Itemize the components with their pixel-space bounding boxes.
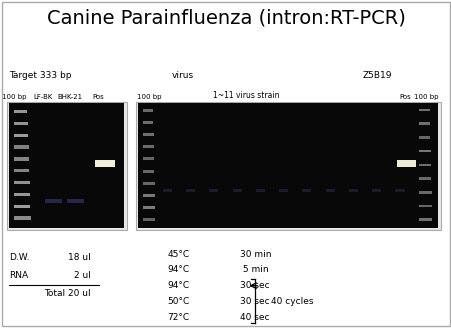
Bar [209, 189, 218, 192]
Bar [9, 103, 124, 228]
Bar [14, 110, 28, 113]
Text: D.W.: D.W. [9, 253, 29, 262]
Bar [419, 150, 430, 153]
Text: Canine Parainfluenza (intron:RT-PCR): Canine Parainfluenza (intron:RT-PCR) [46, 8, 405, 27]
Bar [232, 189, 241, 192]
Bar [162, 189, 171, 192]
Text: Pos: Pos [398, 94, 410, 100]
Bar [255, 189, 264, 192]
Text: 94°C: 94°C [167, 265, 189, 275]
Bar [419, 191, 431, 194]
Text: LF-BK: LF-BK [33, 94, 52, 100]
Bar [419, 177, 430, 180]
Bar [372, 189, 381, 192]
Bar [14, 157, 29, 160]
Text: virus: virus [172, 72, 193, 80]
Bar [419, 122, 429, 125]
Text: 1~11 virus strain: 1~11 virus strain [212, 91, 279, 100]
Text: Target 333 bp: Target 333 bp [9, 72, 71, 80]
Text: RNA: RNA [9, 271, 28, 280]
Text: BHK-21: BHK-21 [57, 94, 83, 100]
Bar [67, 198, 84, 203]
Bar [143, 133, 153, 136]
Bar [95, 159, 115, 167]
Bar [14, 169, 29, 173]
Bar [143, 109, 153, 112]
Bar [419, 163, 430, 166]
Bar [143, 206, 155, 209]
Bar [419, 136, 429, 139]
Bar [279, 189, 288, 192]
Bar [143, 121, 153, 124]
Bar [186, 189, 195, 192]
Text: 100 bp: 100 bp [2, 94, 27, 100]
Bar [14, 133, 28, 137]
Bar [14, 216, 31, 220]
Bar [143, 182, 154, 185]
Bar [396, 159, 415, 167]
Bar [419, 205, 431, 207]
Bar [138, 103, 437, 228]
Text: 40 sec: 40 sec [239, 313, 268, 322]
Bar [14, 181, 30, 184]
Text: 72°C: 72°C [167, 313, 189, 322]
Text: 50°C: 50°C [167, 297, 189, 306]
Bar [143, 170, 154, 173]
Text: 94°C: 94°C [167, 281, 189, 290]
Bar [419, 218, 431, 221]
Bar [14, 193, 30, 196]
Text: 30 sec: 30 sec [239, 281, 269, 290]
Text: 45°C: 45°C [167, 250, 189, 259]
Text: Total 20 ul: Total 20 ul [44, 289, 90, 298]
Bar [419, 109, 429, 111]
Text: 2 ul: 2 ul [74, 271, 90, 280]
Bar [143, 218, 155, 221]
Bar [348, 189, 357, 192]
Text: 18 ul: 18 ul [68, 253, 90, 262]
Bar [143, 194, 155, 197]
Bar [143, 157, 154, 160]
Bar [302, 189, 311, 192]
Bar [14, 122, 28, 125]
Bar [7, 102, 126, 230]
Text: Pos: Pos [92, 94, 104, 100]
Text: Z5B19: Z5B19 [362, 72, 391, 80]
Text: 30 min: 30 min [239, 250, 271, 259]
Bar [14, 205, 30, 208]
Text: 30 sec: 30 sec [239, 297, 269, 306]
Text: 100 bp: 100 bp [137, 94, 161, 100]
Text: 5 min: 5 min [239, 265, 267, 275]
Bar [45, 198, 62, 203]
Text: 100 bp: 100 bp [413, 94, 437, 100]
Bar [14, 145, 28, 149]
Bar [325, 189, 334, 192]
Text: 40 cycles: 40 cycles [271, 297, 313, 306]
Bar [395, 189, 404, 192]
Bar [135, 102, 440, 230]
Bar [143, 145, 153, 148]
